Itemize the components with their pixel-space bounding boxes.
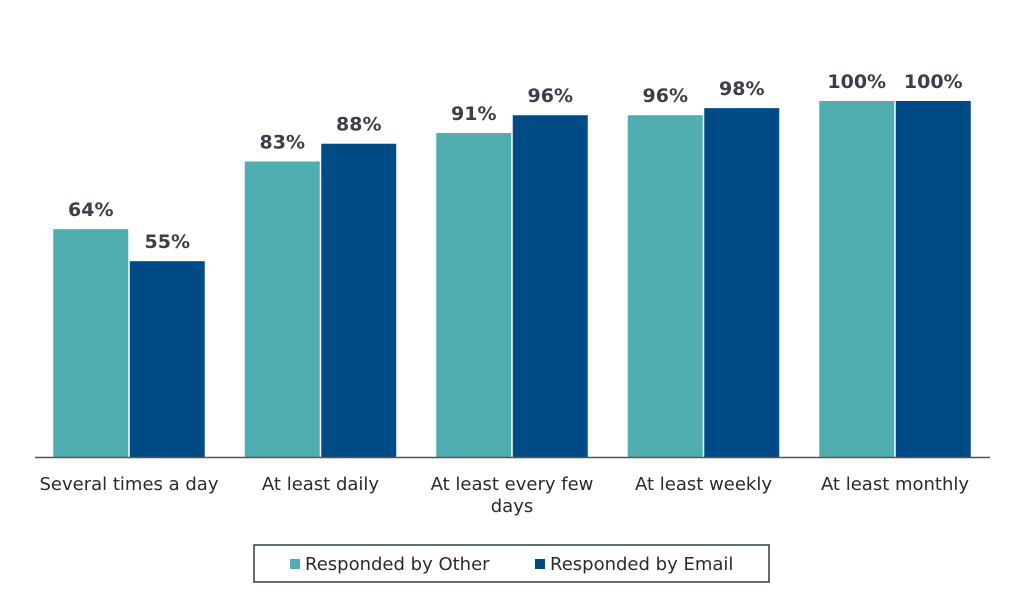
bars-group [53,101,971,458]
legend-swatch-email [535,559,545,569]
value-label-other-3: 96% [643,85,688,107]
category-label-0: Several times a day [39,474,218,495]
value-label-email-3: 98% [719,78,764,100]
category-label-line: At least weekly [635,474,772,495]
value-label-email-4: 100% [904,71,963,93]
value-label-email-1: 88% [336,114,381,136]
category-label-line: At least every few [431,474,594,495]
bar-email-0 [129,261,205,457]
value-label-other-0: 64% [68,199,113,221]
category-label-3: At least weekly [635,474,772,495]
value-label-email-2: 96% [528,85,573,107]
bar-email-3 [704,108,780,458]
bar-other-1 [244,161,320,457]
legend-label-email: Responded by Email [550,554,733,575]
category-labels-group: Several times a day At least daily At leas… [39,474,969,517]
category-label-4: At least monthly [821,474,969,495]
category-label-2: At least every few days [431,474,594,517]
bar-other-3 [627,115,703,458]
bar-other-0 [53,229,129,457]
bar-other-4 [819,101,895,457]
value-label-email-0: 55% [145,231,190,253]
category-label-line: At least daily [262,474,379,495]
category-label-line: Several times a day [39,474,218,495]
bar-email-1 [321,143,397,457]
value-label-other-2: 91% [451,103,496,125]
category-label-line: days [491,496,534,517]
bar-email-4 [895,101,971,457]
value-label-other-1: 83% [260,132,305,154]
category-label-line: At least monthly [821,474,969,495]
legend-label-other: Responded by Other [305,554,490,575]
value-labels-group: 64% 55% 83% 88% 91% 96% 96% 98% 100% 100% [68,71,963,253]
bar-email-2 [512,115,588,458]
legend-swatch-other [290,559,300,569]
legend-box [253,544,770,583]
value-label-other-4: 100% [827,71,886,93]
legend: Responded by Other Responded by Email [253,544,770,583]
bar-other-2 [436,133,512,458]
category-label-1: At least daily [262,474,379,495]
